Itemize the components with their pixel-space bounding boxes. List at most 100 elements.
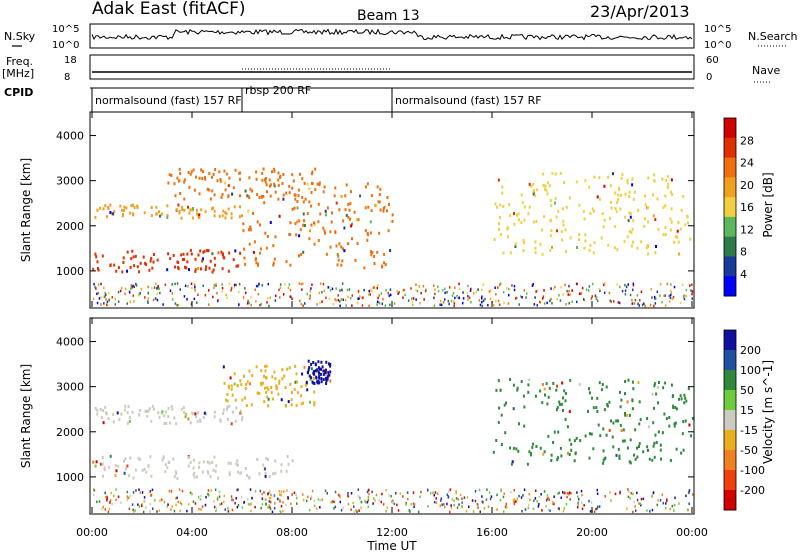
- echo-cell: [632, 301, 634, 305]
- velocity-panel-frame: [89, 317, 695, 515]
- echo-cell: [184, 284, 187, 288]
- echo-cell: [645, 246, 648, 250]
- echo-cell: [315, 369, 317, 373]
- echo-cell: [454, 286, 456, 289]
- echo-cell: [211, 189, 214, 193]
- echo-cell: [673, 240, 676, 244]
- echo-cell: [603, 184, 606, 188]
- echo-cell: [442, 301, 445, 304]
- echo-cell: [657, 386, 660, 390]
- echo-cell: [233, 382, 236, 386]
- echo-cell: [192, 500, 195, 503]
- echo-cell: [676, 235, 679, 239]
- echo-cell: [499, 388, 502, 392]
- echo-cell: [121, 208, 124, 212]
- echo-cell: [238, 282, 241, 286]
- echo-cell: [685, 288, 688, 292]
- echo-cell: [156, 292, 158, 296]
- echo-cell: [230, 384, 233, 388]
- echo-cell: [187, 464, 190, 468]
- echo-cell: [577, 506, 579, 509]
- echo-cell: [310, 367, 313, 371]
- echo-cell: [562, 396, 564, 400]
- echo-cell: [516, 213, 518, 217]
- echo-cell: [241, 506, 244, 509]
- echo-cell: [600, 388, 603, 392]
- echo-cell: [629, 497, 631, 500]
- echo-cell: [570, 492, 572, 495]
- echo-cell: [665, 502, 667, 505]
- echo-cell: [282, 293, 285, 296]
- noise-left-tick-bottom: 10^0: [52, 40, 79, 51]
- echo-cell: [368, 304, 370, 307]
- echo-cell: [302, 282, 304, 285]
- echo-cell: [256, 391, 259, 395]
- echo-cell: [313, 401, 316, 405]
- echo-cell: [376, 185, 379, 189]
- echo-cell: [374, 203, 377, 207]
- echo-cell: [267, 388, 270, 392]
- echo-cell: [262, 167, 265, 171]
- echo-cell: [492, 450, 495, 454]
- colorbar-tick-label: 8: [740, 246, 747, 259]
- echo-cell: [453, 304, 455, 308]
- echo-cell: [242, 222, 245, 226]
- colorbar-swatch: [724, 430, 736, 451]
- echo-cell: [616, 248, 619, 252]
- echo-cell: [536, 289, 539, 292]
- echo-cell: [258, 196, 261, 199]
- echo-cell: [622, 439, 625, 443]
- echo-cell: [267, 404, 270, 408]
- echo-cell: [206, 460, 209, 464]
- echo-cell: [321, 300, 323, 303]
- echo-cell: [446, 493, 449, 496]
- echo-cell: [202, 460, 205, 464]
- echo-cell: [632, 282, 635, 286]
- echo-cell: [305, 499, 308, 503]
- echo-cell: [544, 302, 546, 305]
- echo-cell: [133, 300, 135, 303]
- echo-cell: [512, 407, 515, 411]
- echo-cell: [139, 491, 141, 494]
- echo-cell: [105, 303, 108, 307]
- echo-cell: [235, 406, 238, 410]
- echo-cell: [665, 417, 668, 421]
- echo-cell: [609, 184, 612, 188]
- echo-cell: [647, 220, 650, 224]
- echo-cell: [98, 283, 100, 286]
- echo-cell: [393, 502, 396, 506]
- echo-cell: [638, 442, 641, 445]
- echo-cell: [639, 418, 642, 422]
- echo-cell: [504, 505, 507, 509]
- echo-cell: [170, 508, 172, 511]
- echo-cell: [294, 222, 297, 226]
- echo-cell: [146, 414, 149, 418]
- echo-cell: [547, 508, 550, 512]
- echo-cell: [197, 293, 199, 297]
- colorbar-tick-label: 24: [740, 157, 754, 170]
- echo-cell: [187, 205, 189, 209]
- echo-cell: [462, 291, 464, 294]
- echo-cell: [223, 169, 226, 173]
- echo-cell: [534, 194, 537, 198]
- echo-cell: [150, 257, 153, 261]
- echo-cell: [145, 506, 147, 509]
- echo-cell: [207, 249, 210, 253]
- echo-cell: [272, 472, 275, 476]
- echo-cell: [391, 501, 394, 504]
- echo-cell: [267, 506, 269, 509]
- echo-cell: [656, 290, 659, 293]
- echo-cell: [277, 197, 280, 201]
- echo-cell: [630, 492, 633, 495]
- echo-cell: [223, 381, 226, 385]
- echo-cell: [295, 233, 298, 237]
- echo-cell: [683, 294, 685, 297]
- echo-cell: [679, 394, 682, 398]
- echo-cell: [300, 402, 303, 406]
- echo-cell: [266, 386, 269, 390]
- echo-cell: [295, 403, 298, 407]
- echo-cell: [562, 293, 564, 296]
- echo-cell: [557, 507, 560, 510]
- echo-cell: [98, 500, 101, 503]
- echo-cell: [664, 381, 667, 385]
